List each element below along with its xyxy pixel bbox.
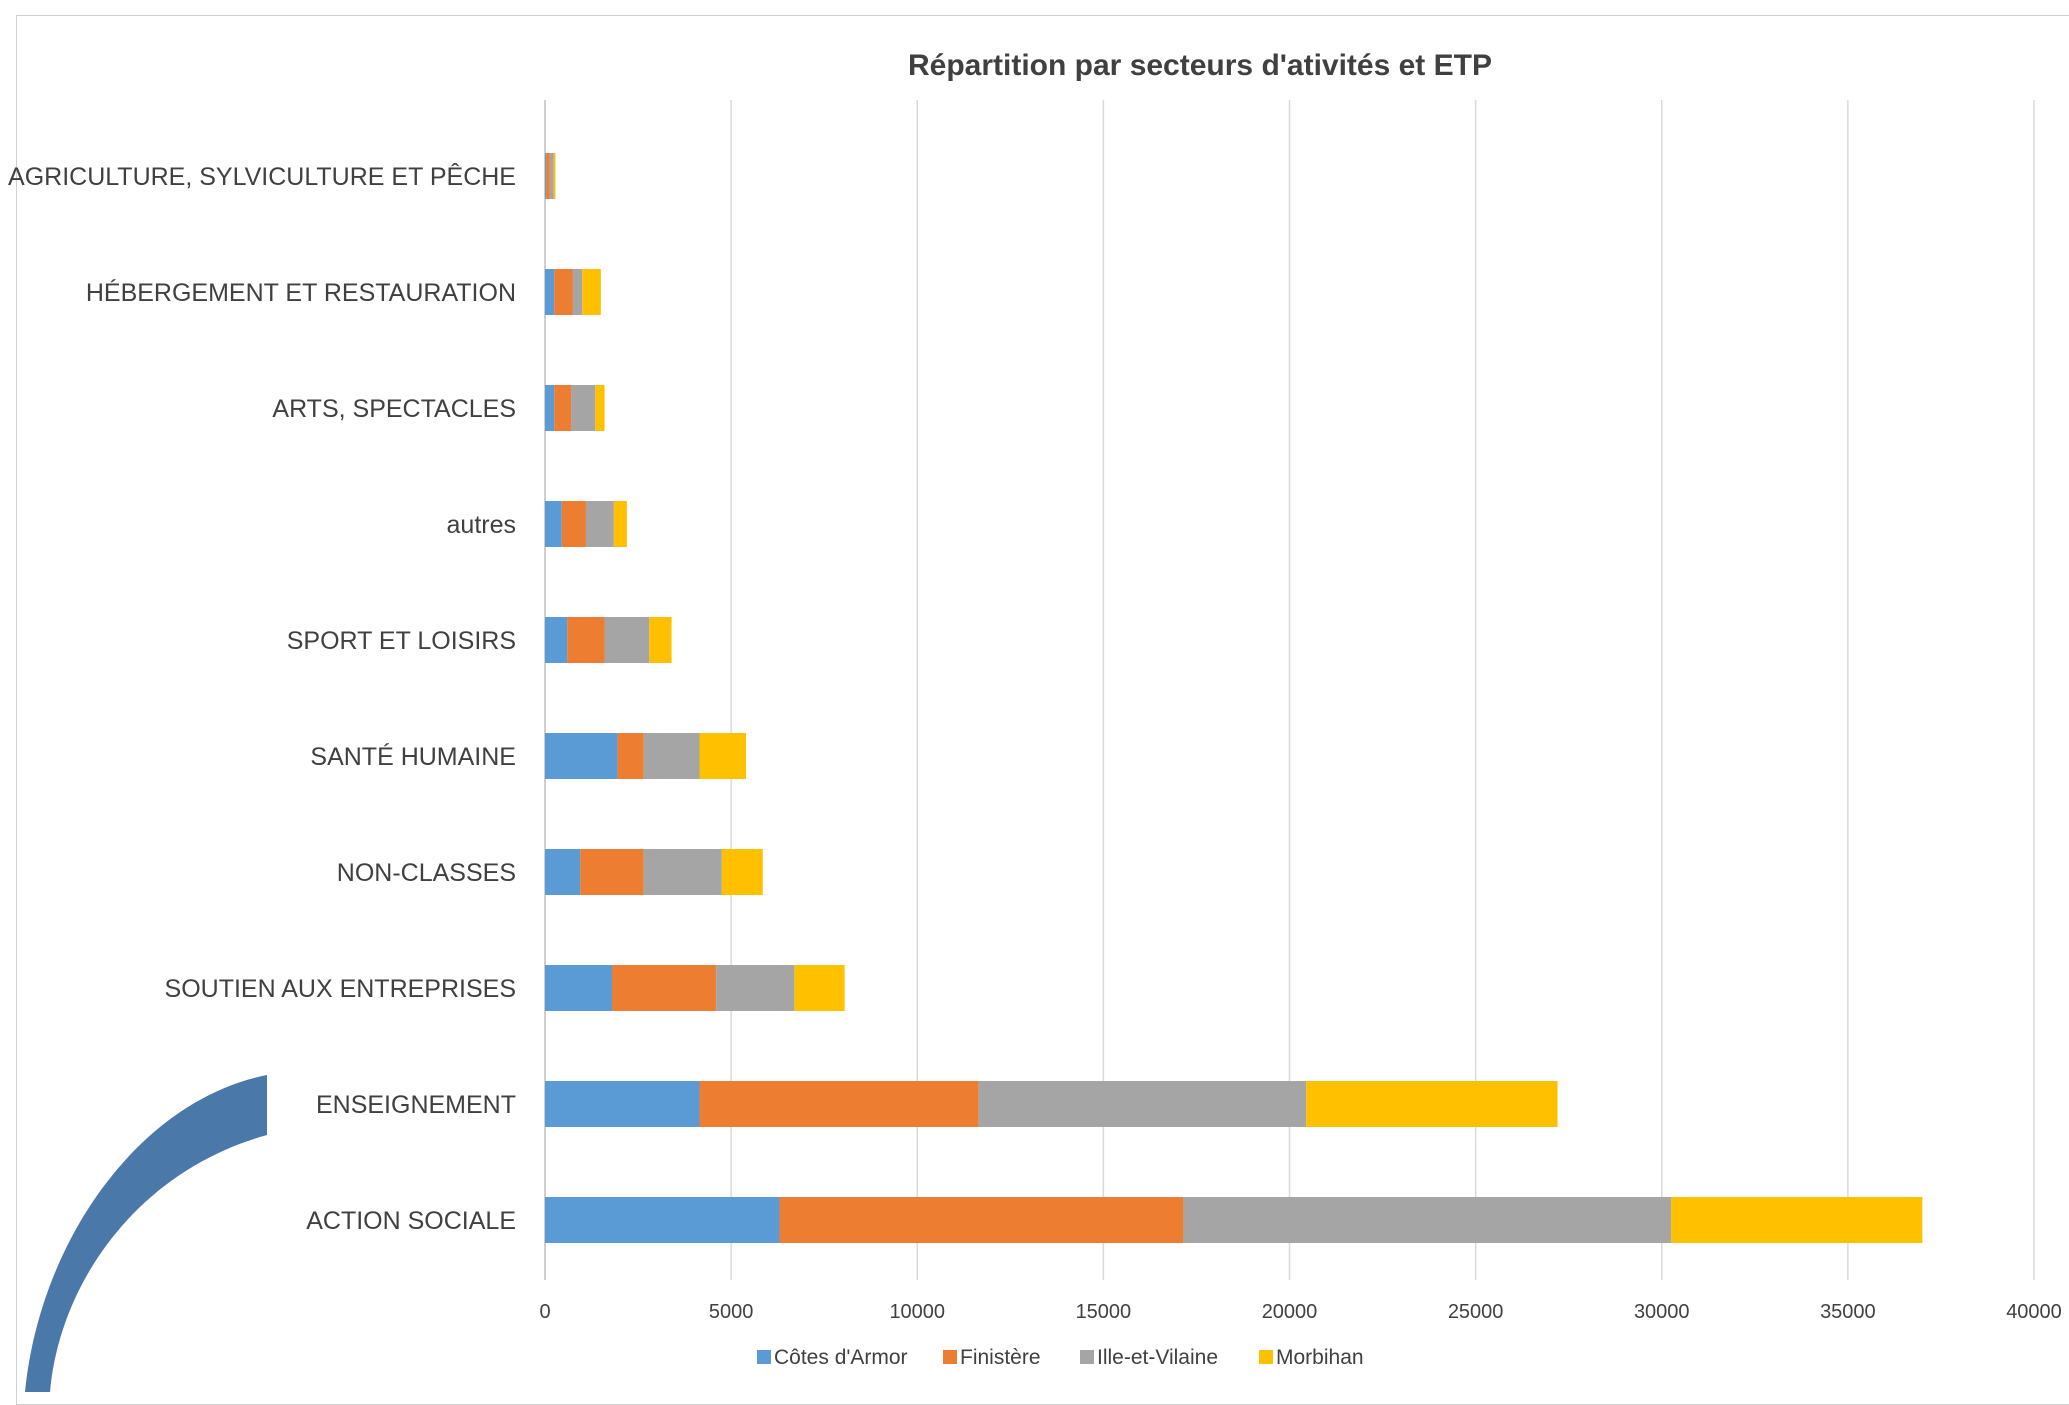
bar-segment [553,153,556,199]
legend-swatch [943,1350,957,1364]
category-axis: AGRICULTURE, SYLVICULTURE ET PÊCHE HÉBERG… [8,162,516,1235]
legend: Côtes d'Armor Finistère Ille-et-Vilaine Mor… [757,1346,1364,1369]
legend-swatch [757,1350,771,1364]
bar-segment [554,385,572,431]
bar-segment [554,269,573,315]
x-tick-label: 5000 [709,1301,754,1323]
bar-segment [545,849,581,895]
legend-label: Ille-et-Vilaine [1097,1346,1218,1369]
category-label: NON-CLASSES [337,859,516,887]
bar-segment [978,1081,1307,1127]
bar-segment [643,733,700,779]
bar-segment [545,269,555,315]
bar-segment [545,501,562,547]
bar-segment [643,849,722,895]
bar-segment [716,965,795,1011]
legend-label: Morbihan [1276,1346,1364,1369]
bar-segment [546,153,550,199]
bar-segment [572,269,583,315]
bar-segment [545,153,547,199]
bar-segment [582,269,601,315]
bar-segment [649,617,672,663]
bars [545,153,1923,1243]
bar-segment [1183,1197,1672,1243]
x-tick-label: 35000 [1820,1301,1876,1323]
bar-segment [617,733,644,779]
category-label: SANTÉ HUMAINE [310,742,516,771]
category-label: autres [447,511,516,539]
chart-frame [16,15,2069,1405]
legend-swatch [1259,1350,1273,1364]
bar-segment [571,385,596,431]
x-tick-label: 20000 [1262,1301,1318,1323]
x-tick-label: 30000 [1634,1301,1690,1323]
bar-segment [1306,1081,1558,1127]
bar-segment [545,1081,700,1127]
bar-segment [580,849,644,895]
bar-segment [545,733,618,779]
bar-segment [794,965,845,1011]
bar-segment [1671,1197,1923,1243]
x-tick-label: 15000 [1076,1301,1132,1323]
category-label: AGRICULTURE, SYLVICULTURE ET PÊCHE [8,162,516,191]
bar-segment [561,501,586,547]
legend-label: Finistère [960,1346,1041,1369]
bar-segment [585,501,614,547]
bar-segment [779,1197,1184,1243]
category-label: SOUTIEN AUX ENTREPRISES [165,975,516,1003]
legend-swatch [1080,1350,1094,1364]
bar-segment [545,385,555,431]
category-label: ACTION SOCIALE [306,1207,516,1235]
bar-segment [721,849,763,895]
decorative-arc-shape [25,1075,267,1392]
bar-segment [612,965,717,1011]
category-label: SPORT ET LOISIRS [287,627,516,655]
bar-segment [545,965,613,1011]
x-tick-label: 40000 [2006,1301,2062,1323]
bar-segment [699,1081,979,1127]
bar-segment [604,617,650,663]
category-label: HÉBERGEMENT ET RESTAURATION [86,278,516,307]
chart-title: Répartition par secteurs d'ativités et E… [908,49,1492,82]
x-tick-label: 10000 [889,1301,945,1323]
bar-segment [613,501,627,547]
bar-segment [567,617,605,663]
x-tick-label: 25000 [1448,1301,1504,1323]
bar-segment [545,617,568,663]
bar-segment [699,733,747,779]
category-label: ARTS, SPECTACLES [272,395,516,423]
bar-segment [545,1197,780,1243]
category-label: ENSEIGNEMENT [316,1091,516,1119]
x-tick-label: 0 [539,1301,550,1323]
legend-label: Côtes d'Armor [774,1346,908,1369]
value-axis: 0 5000 10000 15000 20000 25000 30000 35000 40000 [539,1301,2061,1323]
bar-segment [595,385,605,431]
bar-segment [549,153,554,199]
